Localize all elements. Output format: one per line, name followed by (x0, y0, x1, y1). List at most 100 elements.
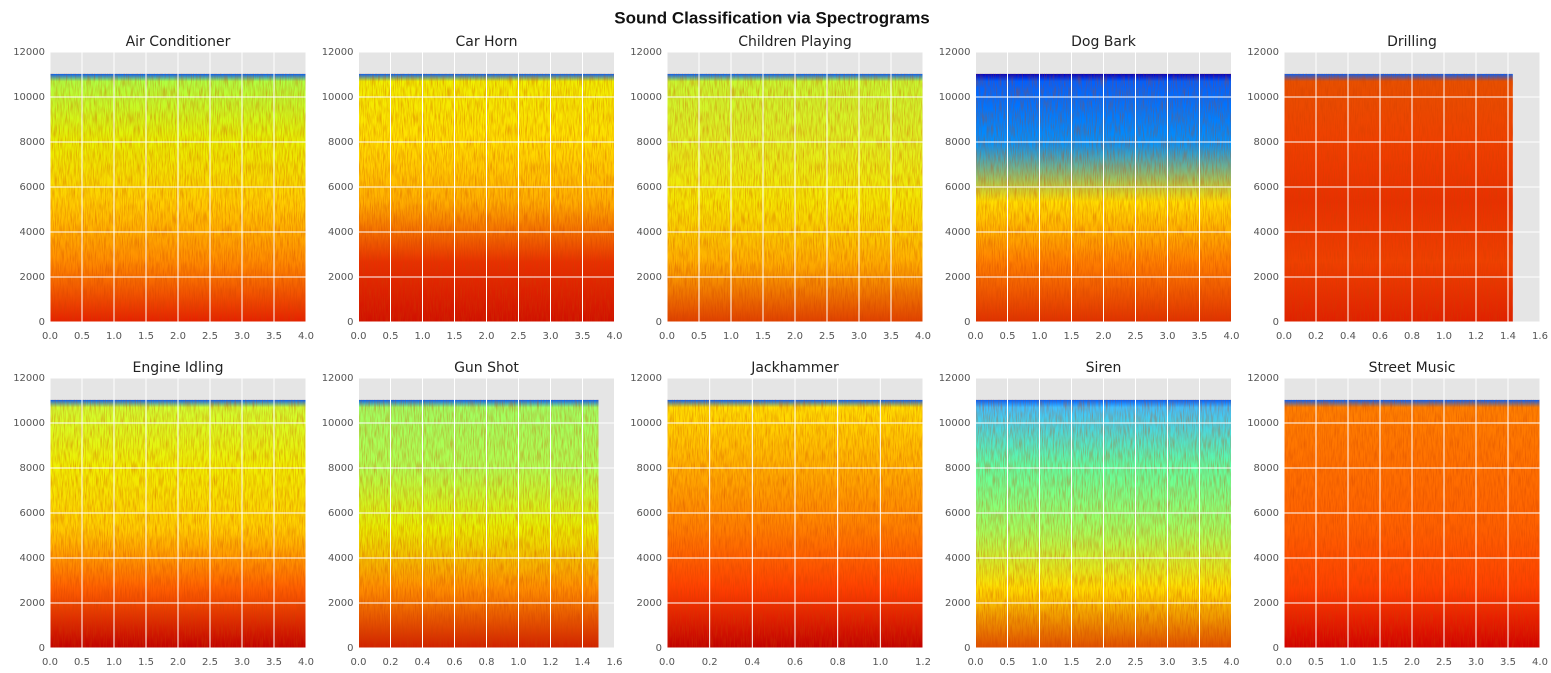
figure: Sound Classification via Spectrograms 0 2… (0, 0, 1551, 673)
x-tick-label: 1.0 (511, 657, 527, 668)
x-tick-label: 0.5 (383, 331, 399, 342)
y-tick-label: 10000 (630, 92, 662, 103)
y-tick-label: 0 (1273, 643, 1279, 654)
y-tick-label: 10000 (322, 92, 354, 103)
x-tick-label: 3.0 (234, 331, 250, 342)
x-tick-label: 1.5 (447, 331, 463, 342)
y-tick-label: 12000 (630, 47, 662, 58)
y-tick-label: 2000 (1254, 598, 1279, 609)
x-tick-label: 1.5 (1064, 331, 1080, 342)
x-tick-label: 0.0 (351, 331, 367, 342)
x-tick-label: 1.2 (1468, 331, 1484, 342)
x-tick-label: 1.0 (415, 331, 431, 342)
x-tick-label: 0.5 (74, 331, 90, 342)
x-tick-label: 0.4 (415, 657, 431, 668)
y-tick-label: 8000 (1254, 137, 1279, 148)
y-tick-label: 0 (347, 643, 353, 654)
subplot-title: Dog Bark (1071, 34, 1137, 50)
y-tick-label: 2000 (945, 598, 970, 609)
y-tick-label: 10000 (630, 418, 662, 429)
y-tick-label: 4000 (1254, 553, 1279, 564)
x-tick-label: 1.0 (723, 331, 739, 342)
x-tick-label: 3.0 (1160, 331, 1176, 342)
x-tick-label: 0.0 (659, 331, 675, 342)
x-tick-label: 1.6 (1532, 331, 1548, 342)
x-tick-label: 2.0 (170, 331, 186, 342)
x-tick-label: 1.5 (138, 331, 154, 342)
y-tick-label: 4000 (637, 553, 662, 564)
x-tick-label: 1.0 (1032, 657, 1048, 668)
x-tick-label: 2.5 (511, 331, 527, 342)
y-tick-label: 6000 (1254, 508, 1279, 519)
y-tick-label: 2000 (1254, 272, 1279, 283)
x-tick-label: 0.0 (351, 657, 367, 668)
x-tick-label: 2.5 (1128, 331, 1144, 342)
x-tick-label: 0.0 (1276, 657, 1292, 668)
x-tick-label: 1.5 (138, 657, 154, 668)
x-tick-label: 3.5 (1192, 331, 1208, 342)
y-tick-label: 4000 (328, 553, 353, 564)
y-tick-label: 10000 (939, 418, 971, 429)
y-tick-label: 4000 (637, 227, 662, 238)
x-tick-label: 3.0 (1160, 657, 1176, 668)
y-tick-label: 10000 (322, 418, 354, 429)
y-tick-label: 10000 (13, 418, 45, 429)
y-tick-label: 0 (964, 317, 970, 328)
y-tick-label: 6000 (328, 182, 353, 193)
x-tick-label: 0.2 (1308, 331, 1324, 342)
x-tick-label: 1.4 (1500, 331, 1516, 342)
y-tick-label: 12000 (13, 47, 45, 58)
y-tick-label: 8000 (20, 137, 45, 148)
y-tick-label: 6000 (637, 508, 662, 519)
y-tick-label: 6000 (20, 182, 45, 193)
x-tick-label: 3.0 (543, 331, 559, 342)
x-tick-label: 2.5 (202, 331, 218, 342)
x-tick-label: 0.2 (383, 657, 399, 668)
x-tick-label: 2.5 (819, 331, 835, 342)
y-tick-label: 0 (347, 317, 353, 328)
y-tick-label: 8000 (945, 137, 970, 148)
y-tick-label: 2000 (20, 598, 45, 609)
x-tick-label: 1.0 (872, 657, 888, 668)
y-tick-label: 8000 (945, 463, 970, 474)
subplot-title: Engine Idling (133, 360, 224, 376)
y-tick-label: 8000 (20, 463, 45, 474)
y-tick-label: 0 (656, 643, 662, 654)
x-tick-label: 0.5 (691, 331, 707, 342)
y-tick-label: 10000 (1247, 92, 1279, 103)
x-tick-label: 2.0 (1096, 331, 1112, 342)
x-tick-label: 3.5 (883, 331, 899, 342)
x-tick-label: 2.0 (787, 331, 803, 342)
x-tick-label: 0.4 (1340, 331, 1356, 342)
y-tick-label: 12000 (13, 373, 45, 384)
x-tick-label: 4.0 (1224, 331, 1240, 342)
y-tick-label: 0 (39, 317, 45, 328)
x-tick-label: 4.0 (1532, 657, 1548, 668)
spectrogram-texture (1284, 74, 1513, 322)
x-tick-label: 3.5 (266, 657, 282, 668)
y-tick-label: 12000 (630, 373, 662, 384)
y-tick-label: 0 (39, 643, 45, 654)
x-tick-label: 0.6 (447, 657, 463, 668)
y-tick-label: 6000 (945, 508, 970, 519)
y-tick-label: 0 (656, 317, 662, 328)
subplot-title: Drilling (1387, 34, 1437, 50)
y-tick-label: 8000 (1254, 463, 1279, 474)
y-tick-label: 2000 (945, 272, 970, 283)
y-tick-label: 10000 (1247, 418, 1279, 429)
x-tick-label: 1.0 (106, 657, 122, 668)
y-tick-label: 4000 (20, 553, 45, 564)
subplot-title: Street Music (1369, 360, 1456, 376)
x-tick-label: 2.0 (479, 331, 495, 342)
x-tick-label: 0.5 (1000, 657, 1016, 668)
x-tick-label: 2.0 (170, 657, 186, 668)
x-tick-label: 1.0 (1032, 331, 1048, 342)
figure-title: Sound Classification via Spectrograms (614, 8, 930, 27)
x-tick-label: 2.5 (1436, 657, 1452, 668)
x-tick-label: 1.5 (1372, 657, 1388, 668)
y-tick-label: 12000 (1247, 373, 1279, 384)
y-tick-label: 8000 (637, 463, 662, 474)
x-tick-label: 3.5 (1192, 657, 1208, 668)
x-tick-label: 3.0 (234, 657, 250, 668)
subplot-title: Car Horn (455, 34, 517, 50)
